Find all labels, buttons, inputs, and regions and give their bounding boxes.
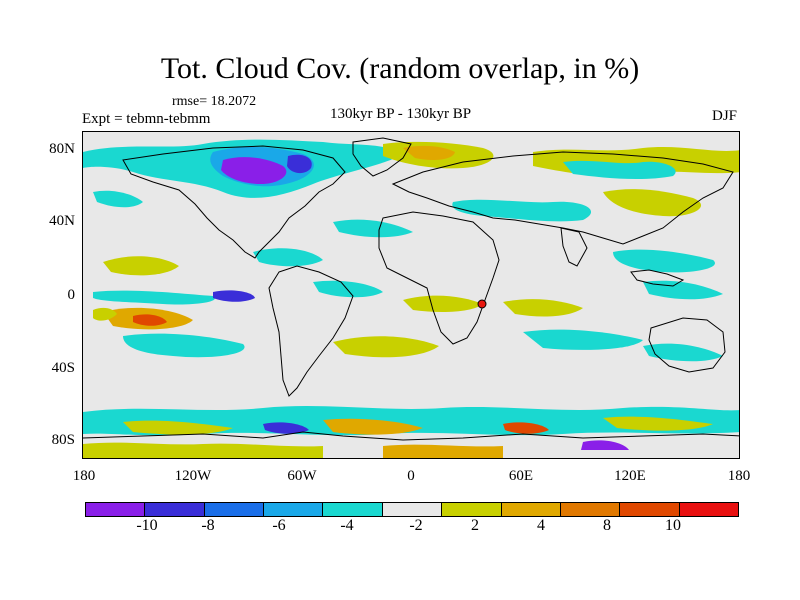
colorbar-label-4: 4 [537,517,545,534]
coast-greenland [352,137,412,177]
patch-spac-yellow [93,307,117,321]
coast-eurasia [391,151,734,245]
lon-label-120w: 120W [174,468,212,484]
patch-aus-cyan [643,343,723,362]
location-marker [477,299,487,309]
colorbar-label-2: 2 [471,517,479,534]
patch-so-orange [323,418,423,435]
patch-antarctic-orange [383,444,503,458]
patch-arctic-purple [221,157,287,184]
patch-so-red [503,422,549,434]
colorbar-swatch-2 [204,503,265,516]
colorbar-swatch-4 [323,503,383,516]
patch-tropics-cyan-1 [253,248,323,267]
patch-so-yellow [123,420,233,435]
colorbar-swatch-0 [86,503,146,516]
anomaly-patches [83,139,739,458]
coast-maritime [630,269,685,287]
figure-title: Tot. Cloud Cov. (random overlap, in %) [160,52,640,85]
patch-arctic-darkblue [287,154,312,174]
colorbar-label--10: -10 [136,517,158,534]
experiment-label: Expt = tebmn-tebmm [82,111,211,127]
coast-africa [378,211,500,345]
coast-australia [648,317,726,373]
patch-so-blue [263,422,309,434]
coastlines [83,137,739,441]
coast-south-america [268,265,354,397]
lon-label-60e: 60E [508,468,534,484]
patch-tropics-cyan-2 [93,290,215,305]
patch-tropics-yellow-2 [403,295,483,312]
season-label: DJF [712,108,738,124]
coast-india [560,227,588,267]
lon-label-180w: 180 [72,468,96,484]
rmse-label: rmse= 18.2072 [172,94,257,109]
patch-tropics-pac-yellow [103,256,179,276]
lat-label-80s: 80S [51,432,75,448]
patch-tropics-cyan-3 [313,280,383,298]
map-svg [83,132,739,458]
patch-greenland-orange [403,145,455,160]
patch-spac-red [133,314,167,326]
colorbar-label--2: -2 [409,517,423,534]
colorbar-label-8: 8 [603,517,611,534]
lon-label-120e: 120E [614,468,646,484]
colorbar-label--8: -8 [201,517,215,534]
lon-label-0: 0 [407,468,415,484]
colorbar-swatch-6 [442,503,502,516]
colorbar-swatch-3 [264,503,324,516]
patch-maritime-cyan [613,249,715,273]
colorbar-swatch-8 [560,503,621,516]
colorbar-swatch-5 [382,503,443,516]
lat-label-40n: 40N [49,213,75,229]
patch-sam-cyan [123,333,245,358]
colorbar-swatch-7 [501,503,561,516]
patch-npac-cyan [93,190,143,208]
patch-so-yellow-2 [603,416,713,431]
lon-label-180e: 180 [727,468,751,484]
patch-sind-cyan [523,329,643,350]
colorbar [85,502,739,517]
patch-satl-yellow [333,336,439,358]
patch-indian-yellow [503,299,583,317]
patch-antarctic-yellow [83,442,323,458]
colorbar-label--6: -6 [272,517,286,534]
patch-eurasia-cyan [563,160,676,180]
colorbar-label-10: 10 [665,517,681,534]
patch-tropics-blue [213,290,255,302]
lat-label-40s: 40S [51,360,75,376]
map-panel [82,131,740,459]
colorbar-swatch-10 [679,503,738,516]
colorbar-swatch-1 [145,503,205,516]
coast-antarctica [83,431,739,441]
periods-label: 130kyr BP - 130kyr BP [330,106,472,122]
colorbar-label--4: -4 [340,517,354,534]
patch-so-cyan [83,406,739,436]
coast-north-america [122,145,346,259]
colorbar-swatch-9 [620,503,680,516]
lon-label-60w: 60W [287,468,317,484]
lat-label-0: 0 [67,287,76,303]
patch-antarctic-purple [581,440,629,450]
lat-label-80n: 80N [49,141,75,157]
patch-asia-yellow [603,189,702,217]
patch-natl-cyan [333,219,413,238]
